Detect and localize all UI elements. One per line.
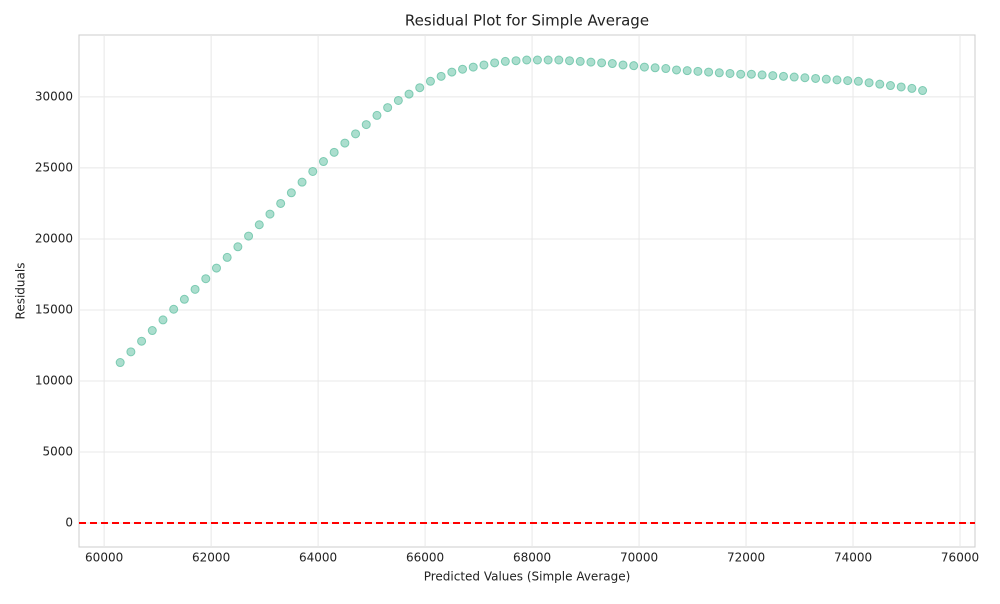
- point: [875, 79, 885, 89]
- point: [383, 103, 393, 113]
- point: [575, 56, 585, 66]
- point: [714, 68, 724, 78]
- point: [147, 326, 157, 336]
- point: [522, 55, 532, 65]
- point: [768, 71, 778, 81]
- point: [672, 65, 682, 75]
- point: [778, 71, 788, 81]
- point: [340, 138, 350, 148]
- point: [329, 147, 339, 157]
- point: [211, 263, 221, 273]
- point: [607, 59, 617, 69]
- point: [276, 198, 286, 208]
- point: [458, 64, 468, 74]
- y-axis-label: Residuals: [14, 263, 28, 320]
- point: [190, 284, 200, 294]
- point: [885, 81, 895, 91]
- x-axis-label: Predicted Values (Simple Average): [424, 570, 631, 584]
- point: [179, 294, 189, 304]
- point: [821, 74, 831, 84]
- x-tick-label: 60000: [85, 551, 123, 565]
- point: [468, 62, 478, 72]
- point: [222, 252, 232, 262]
- point: [361, 120, 371, 130]
- plot-frame: [78, 34, 976, 548]
- x-tick-label: 66000: [406, 551, 444, 565]
- point: [158, 315, 168, 325]
- point: [351, 129, 361, 139]
- x-tick-label: 76000: [941, 551, 979, 565]
- point: [704, 67, 714, 77]
- point: [907, 83, 917, 93]
- point: [864, 78, 874, 88]
- point: [297, 177, 307, 187]
- point: [286, 188, 296, 198]
- point: [308, 166, 318, 176]
- point: [500, 56, 510, 66]
- point: [811, 73, 821, 83]
- y-tick-label: 15000: [35, 302, 73, 316]
- x-tick-label: 74000: [834, 551, 872, 565]
- point: [597, 58, 607, 68]
- x-tick-label: 72000: [727, 551, 765, 565]
- y-tick-label: 25000: [35, 160, 73, 174]
- point: [896, 82, 906, 92]
- point: [918, 86, 928, 96]
- point: [650, 63, 660, 73]
- x-tick-label: 70000: [620, 551, 658, 565]
- y-tick-label: 20000: [35, 231, 73, 245]
- chart-title: Residual Plot for Simple Average: [405, 12, 649, 30]
- point: [254, 220, 264, 230]
- point: [126, 347, 136, 357]
- point: [682, 66, 692, 76]
- point: [479, 60, 489, 70]
- x-tick-label: 64000: [299, 551, 337, 565]
- y-tick-label: 10000: [35, 373, 73, 387]
- point: [554, 55, 564, 65]
- point: [447, 67, 457, 77]
- y-tick-label: 30000: [35, 89, 73, 103]
- point: [393, 95, 403, 105]
- point: [757, 70, 767, 80]
- x-tick-label: 62000: [192, 551, 230, 565]
- point: [490, 58, 500, 68]
- y-tick-label: 0: [65, 515, 73, 529]
- point: [532, 55, 542, 65]
- point: [853, 76, 863, 86]
- point: [169, 304, 179, 314]
- point: [244, 231, 254, 241]
- point: [511, 56, 521, 66]
- point: [201, 274, 211, 284]
- point: [618, 60, 628, 70]
- point: [736, 69, 746, 79]
- point: [265, 209, 275, 219]
- point: [233, 242, 243, 252]
- y-tick-label: 5000: [42, 444, 73, 458]
- point: [137, 336, 147, 346]
- point: [115, 358, 125, 368]
- point: [436, 71, 446, 81]
- point: [404, 89, 414, 99]
- x-tick-label: 68000: [513, 551, 551, 565]
- point: [415, 83, 425, 93]
- point: [832, 75, 842, 85]
- point: [425, 76, 435, 86]
- point: [318, 157, 328, 167]
- point: [586, 57, 596, 67]
- point: [746, 69, 756, 79]
- point: [629, 61, 639, 71]
- point: [693, 66, 703, 76]
- point: [800, 73, 810, 83]
- point: [639, 62, 649, 72]
- point: [372, 110, 382, 120]
- point: [725, 68, 735, 78]
- point: [661, 64, 671, 74]
- point: [843, 76, 853, 86]
- point: [543, 55, 553, 65]
- point: [565, 56, 575, 66]
- point: [789, 72, 799, 82]
